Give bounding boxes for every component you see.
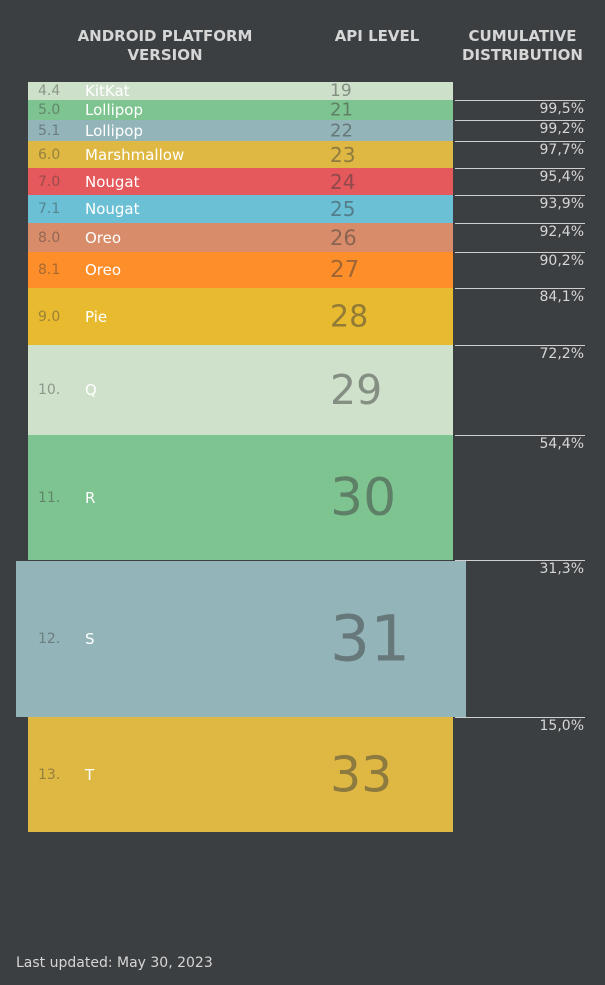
cumulative-distribution: 31,3% [539, 561, 584, 577]
version-name: Q [85, 381, 97, 399]
version-number: 8.1 [38, 262, 61, 278]
version-number: 13. [38, 766, 61, 783]
version-number: 11. [38, 489, 61, 506]
version-number: 4.4 [38, 83, 61, 99]
version-name: KitKat [85, 82, 130, 100]
row-separator [455, 168, 585, 169]
version-name: Lollipop [85, 101, 143, 119]
distribution-row[interactable]: 7.0 Nougat 24 [28, 168, 453, 195]
version-name: Nougat [85, 172, 140, 191]
api-level: 24 [330, 169, 356, 194]
cumulative-distribution: 84,1% [539, 289, 584, 305]
distribution-row[interactable]: 10. Q 29 [28, 345, 453, 435]
row-separator [455, 345, 585, 346]
row-separator [455, 195, 585, 196]
api-level: 31 [330, 602, 411, 676]
column-header: API LEVEL [334, 27, 420, 45]
distribution-row[interactable]: 6.0 Marshmallow 23 [28, 141, 453, 168]
cumulative-distribution: 92,4% [539, 224, 584, 240]
api-level: 27 [330, 257, 360, 283]
version-name: Pie [85, 307, 108, 326]
api-level: 25 [330, 197, 356, 221]
version-name: R [85, 488, 96, 507]
distribution-row[interactable]: 12. S 31 [16, 561, 466, 717]
column-header: ANDROID PLATFORM VERSION [77, 27, 253, 64]
version-number: 7.1 [38, 201, 61, 217]
version-name: Oreo [85, 261, 122, 279]
version-number: 7.0 [38, 173, 61, 190]
distribution-row[interactable]: 5.1 Lollipop 22 [28, 120, 453, 141]
distribution-row[interactable]: 9.0 Pie 28 [28, 288, 453, 345]
api-level: 21 [330, 99, 353, 121]
cumulative-distribution: 72,2% [539, 346, 584, 362]
row-separator [455, 120, 585, 121]
version-name: Marshmallow [85, 145, 185, 164]
cumulative-distribution: 97,7% [539, 142, 584, 158]
cumulative-distribution: 99,5% [539, 101, 584, 117]
row-separator [455, 223, 585, 224]
distribution-row[interactable]: 13. T 33 [28, 717, 453, 832]
cumulative-distribution: 93,9% [539, 196, 584, 212]
cumulative-distribution: 15,0% [539, 718, 584, 734]
distribution-row[interactable]: 7.1 Nougat 25 [28, 195, 453, 223]
api-level: 28 [330, 299, 369, 334]
distribution-row[interactable]: 8.0 Oreo 26 [28, 223, 453, 252]
distribution-row[interactable]: 5.0 Lollipop 21 [28, 99, 453, 121]
footer: Last updated: May 30, 2023 [16, 955, 213, 971]
cumulative-distribution: 54,4% [539, 436, 584, 452]
row-separator [455, 252, 585, 253]
distribution-row[interactable]: 4.4 KitKat 19 [28, 81, 453, 101]
api-level: 26 [330, 225, 357, 250]
cumulative-distribution: 95,4% [539, 169, 584, 185]
version-number: 6.0 [38, 146, 61, 163]
row-separator [455, 560, 585, 561]
row-separator [455, 717, 585, 718]
distribution-row[interactable]: 11. R 30 [28, 435, 453, 560]
version-number: 8.0 [38, 229, 61, 246]
row-separator [455, 288, 585, 289]
api-level: 33 [330, 746, 393, 803]
version-number: 5.1 [38, 122, 61, 139]
version-name: Lollipop [85, 121, 143, 140]
row-separator [455, 435, 585, 436]
version-number: 5.0 [38, 102, 61, 118]
version-name: Nougat [85, 200, 140, 218]
cumulative-distribution: 90,2% [539, 253, 584, 269]
api-level: 29 [330, 366, 383, 414]
cumulative-distribution: 99,2% [539, 121, 584, 137]
version-number: 9.0 [38, 308, 61, 325]
row-separator [455, 100, 585, 101]
api-level: 23 [330, 142, 356, 167]
distribution-row[interactable]: 8.1 Oreo 27 [28, 252, 453, 288]
column-header: CUMULATIVE DISTRIBUTION [462, 27, 583, 64]
version-number: 10. [38, 382, 61, 398]
api-level: 30 [330, 467, 397, 528]
version-name: T [85, 765, 95, 784]
version-name: Oreo [85, 228, 122, 247]
api-level: 22 [330, 120, 353, 141]
version-number: 12. [38, 631, 61, 647]
version-name: S [85, 630, 95, 648]
row-separator [455, 141, 585, 142]
api-level: 19 [330, 81, 352, 101]
